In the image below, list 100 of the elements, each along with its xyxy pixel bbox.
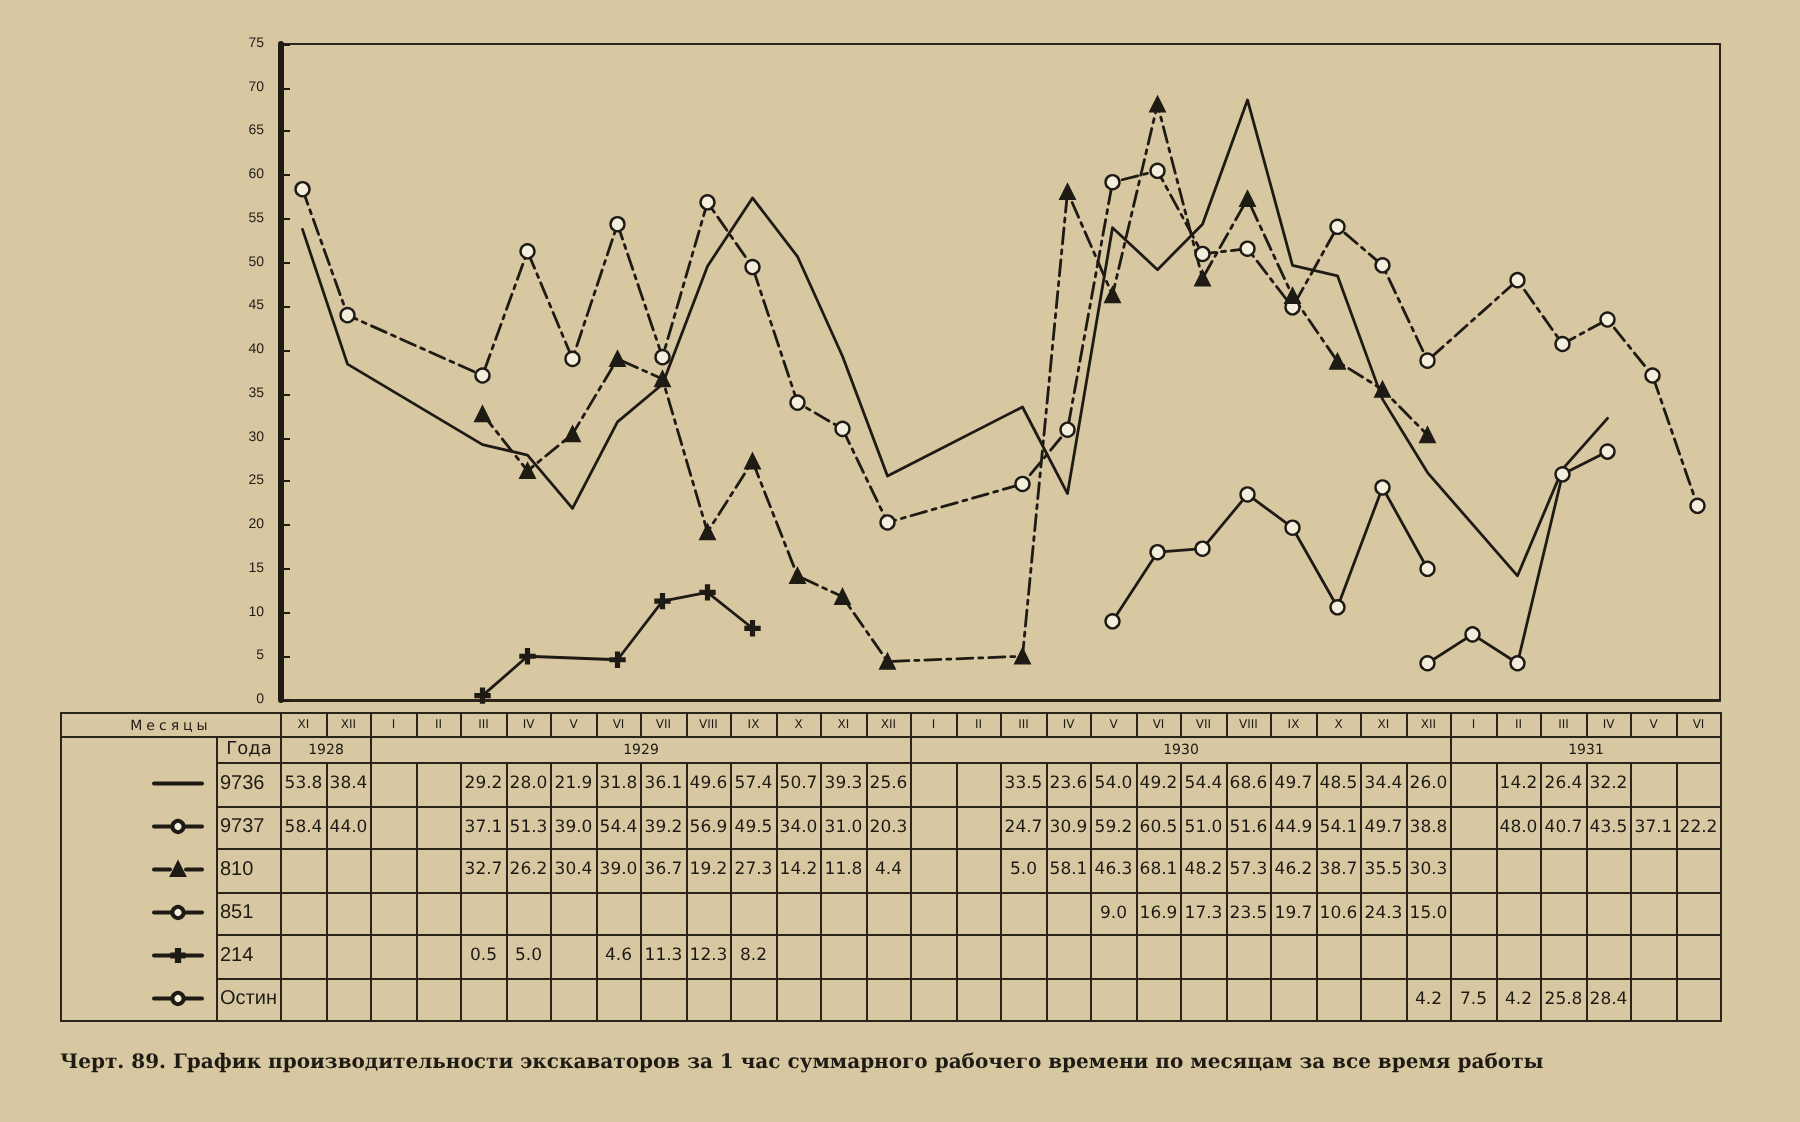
point — [1059, 421, 1076, 438]
point — [564, 425, 581, 443]
point — [474, 405, 491, 423]
data-label: 17.3 — [1181, 892, 1226, 935]
point — [1284, 287, 1301, 305]
data-label: 48.5 — [1316, 763, 1361, 806]
point — [789, 394, 806, 411]
legend-label: 9737 — [220, 815, 266, 838]
point — [1149, 96, 1166, 113]
point — [834, 420, 851, 438]
data-label: 58.1 — [1046, 849, 1091, 892]
data-label: 9.0 — [1091, 892, 1136, 935]
data-label: 11.3 — [641, 935, 686, 978]
point — [1374, 257, 1391, 274]
point — [1374, 479, 1391, 496]
point — [744, 620, 761, 637]
data-label: 49.2 — [1136, 763, 1181, 806]
data-label: 46.2 — [1271, 849, 1316, 892]
point — [1509, 271, 1526, 289]
point — [1104, 174, 1121, 191]
data-label: 37.1 — [1631, 806, 1676, 849]
data-label: 29.2 — [461, 763, 506, 806]
data-label: 46.3 — [1091, 849, 1136, 892]
data-label: 14.2 — [776, 849, 821, 892]
point — [1329, 218, 1346, 235]
point — [1599, 443, 1616, 460]
point — [879, 653, 896, 670]
data-label: 0.5 — [461, 935, 506, 978]
data-label: 51.0 — [1181, 806, 1226, 849]
data-label: 36.7 — [641, 849, 686, 892]
data-label: 14.2 — [1496, 763, 1541, 806]
point — [654, 348, 671, 366]
data-label: 28.4 — [1586, 978, 1631, 1021]
data-label: 54.4 — [596, 806, 641, 849]
data-label: 26.4 — [1541, 763, 1586, 806]
point — [519, 648, 536, 665]
data-label: 21.9 — [551, 763, 596, 806]
data-label: 16.9 — [1136, 892, 1181, 935]
data-label: 49.5 — [731, 806, 776, 849]
point — [1149, 543, 1166, 561]
point — [1329, 353, 1346, 370]
data-label: 26.2 — [506, 849, 551, 892]
data-label: 10.6 — [1316, 892, 1361, 935]
point — [1239, 240, 1256, 257]
legend-label: 9736 — [220, 772, 266, 795]
point — [1239, 486, 1256, 503]
data-label: 23.5 — [1226, 892, 1271, 935]
data-label: 19.7 — [1271, 892, 1316, 935]
data-label: 53.8 — [281, 763, 326, 806]
legend-label: Остин — [220, 987, 277, 1010]
point — [744, 453, 761, 470]
data-label: 56.9 — [686, 806, 731, 849]
point — [1554, 335, 1571, 353]
data-label: 57.3 — [1226, 849, 1271, 892]
data-label: 59.2 — [1091, 806, 1136, 849]
data-label: 4.2 — [1496, 978, 1541, 1021]
point — [1644, 367, 1661, 384]
point — [699, 194, 716, 211]
point — [474, 367, 491, 384]
data-label: 19.2 — [686, 849, 731, 892]
data-label: 35.5 — [1361, 849, 1406, 892]
point — [1419, 560, 1436, 577]
data-label: 5.0 — [506, 935, 551, 978]
point — [1014, 475, 1031, 493]
data-label: 30.4 — [551, 849, 596, 892]
data-label: 48.2 — [1181, 849, 1226, 892]
data-label: 25.8 — [1541, 978, 1586, 1021]
point — [789, 567, 806, 584]
data-label: 8.2 — [731, 935, 776, 978]
data-label: 40.7 — [1541, 806, 1586, 849]
point — [1014, 648, 1031, 665]
point — [1149, 162, 1166, 180]
point — [1194, 245, 1211, 263]
point — [744, 258, 761, 276]
point — [654, 592, 671, 610]
data-label: 32.7 — [461, 849, 506, 892]
data-label: 27.3 — [731, 849, 776, 892]
point — [1419, 352, 1436, 369]
data-label: 49.6 — [686, 763, 731, 806]
data-label: 28.0 — [506, 763, 551, 806]
data-label: 54.1 — [1316, 806, 1361, 849]
data-label: 34.4 — [1361, 763, 1406, 806]
data-label: 57.4 — [731, 763, 776, 806]
data-label: 15.0 — [1406, 892, 1451, 935]
data-label: 49.7 — [1271, 763, 1316, 806]
data-label: 68.6 — [1226, 763, 1271, 806]
point — [699, 523, 716, 541]
legend-label: 810 — [220, 858, 255, 881]
point — [1059, 183, 1076, 201]
data-label: 26.0 — [1406, 763, 1451, 806]
data-label: 68.1 — [1136, 849, 1181, 892]
point — [1194, 540, 1211, 557]
data-label: 22.2 — [1676, 806, 1721, 849]
data-label: 39.3 — [821, 763, 866, 806]
point — [474, 687, 491, 704]
data-label: 12.3 — [686, 935, 731, 978]
data-label: 49.7 — [1361, 806, 1406, 849]
data-label: 25.6 — [866, 763, 911, 806]
data-label: 32.2 — [1586, 763, 1631, 806]
data-label: 38.8 — [1406, 806, 1451, 849]
